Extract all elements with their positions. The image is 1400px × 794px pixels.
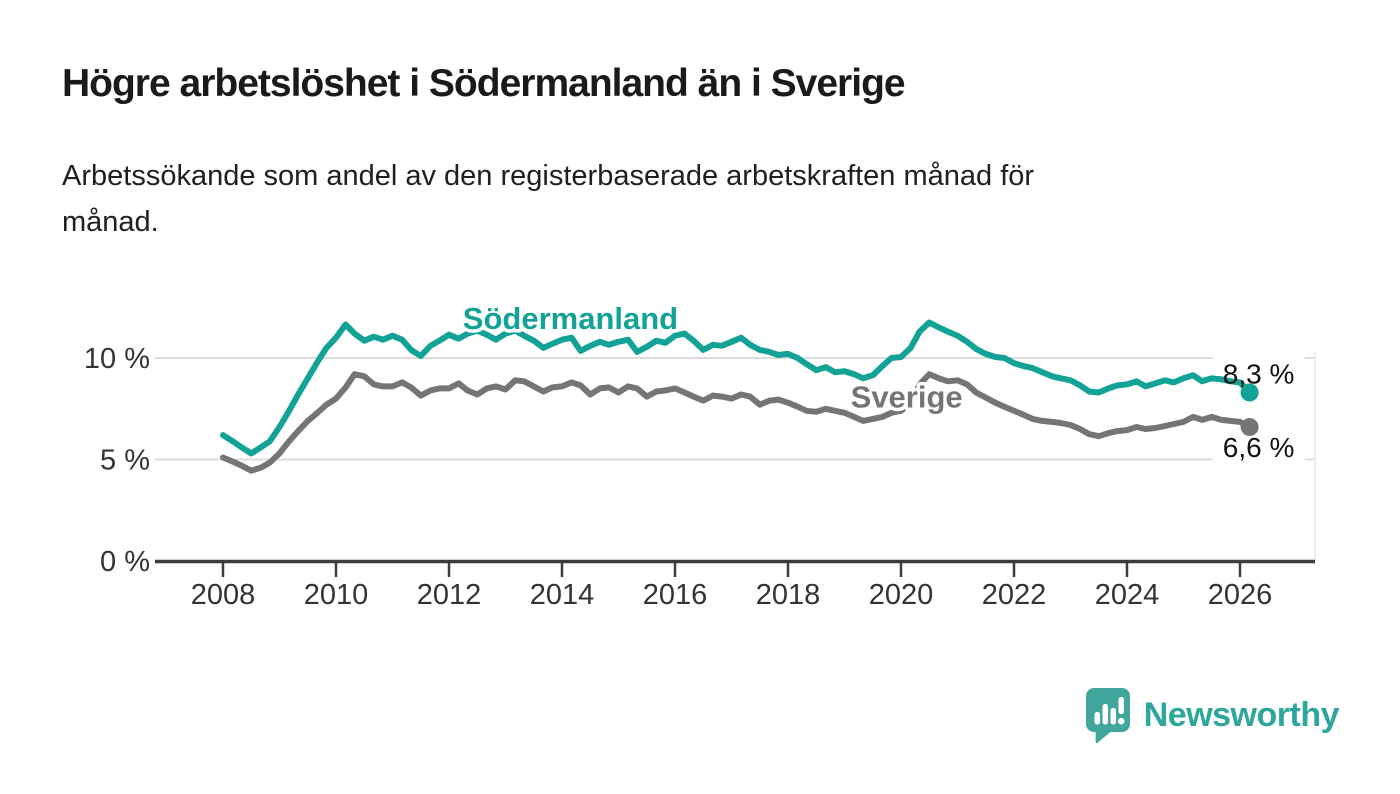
- x-tick-label-2026: 2026: [1208, 579, 1273, 611]
- page-title: Högre arbetslöshet i Södermanland än i S…: [62, 62, 906, 105]
- end-label-halo-Södermanland: [1212, 356, 1305, 390]
- x-tick-label-2020: 2020: [869, 579, 934, 611]
- chart-subtitle: Arbetssökande som andel av den registerb…: [62, 154, 1342, 246]
- x-tick-label-2016: 2016: [643, 579, 708, 611]
- x-tick-label-2022: 2022: [982, 579, 1047, 611]
- series-name-label-Sverige: Sverige: [851, 380, 963, 415]
- end-label-halo-Sverige: [1212, 430, 1305, 464]
- x-tick-label-2010: 2010: [304, 579, 369, 611]
- x-tick-label-2018: 2018: [756, 579, 821, 611]
- series-line-Sverige: [220, 371, 1253, 474]
- x-tick-label-2014: 2014: [530, 579, 595, 611]
- end-value-label-Södermanland: 8,3 %: [1223, 359, 1295, 390]
- series-end-dot-Sverige: [1240, 418, 1259, 437]
- newsworthy-logo: Newsworthy: [1085, 687, 1340, 744]
- series-line-Södermanland: [220, 319, 1253, 457]
- x-tick-label-2008: 2008: [191, 579, 256, 611]
- y-tick-label-5: 5 %: [100, 445, 150, 477]
- y-tick-label-10: 10 %: [84, 343, 150, 375]
- newsworthy-wordmark: Newsworthy: [1143, 696, 1340, 734]
- newsworthy-chart-bubble-icon: [1085, 688, 1130, 744]
- x-tick-label-2012: 2012: [417, 579, 482, 611]
- y-tick-label-0: 0 %: [100, 546, 150, 578]
- subtitle-line-2: månad.: [62, 205, 159, 238]
- subtitle-line-1: Arbetssökande som andel av den registerb…: [62, 160, 1035, 192]
- end-value-label-Sverige: 6,6 %: [1223, 432, 1295, 463]
- series-end-dot-Södermanland: [1240, 383, 1259, 402]
- series-name-label-Södermanland: Södermanland: [463, 301, 678, 336]
- x-tick-label-2024: 2024: [1095, 579, 1160, 611]
